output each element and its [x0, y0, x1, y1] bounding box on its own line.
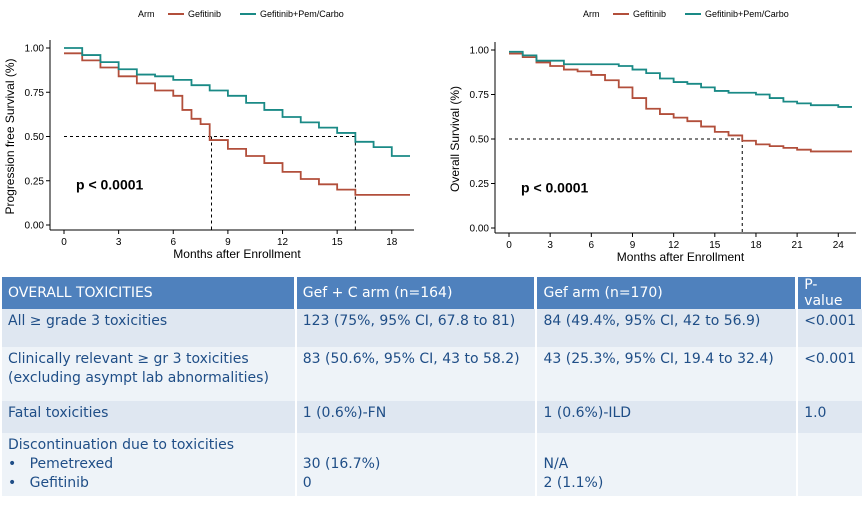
- y-tick-label: 0.50: [470, 135, 490, 146]
- header-toxicities: OVERALL TOXICITIES: [2, 277, 295, 309]
- x-tick-label: 6: [170, 237, 176, 248]
- list-item: • Gefitinib: [8, 475, 89, 491]
- x-tick-label: 15: [332, 237, 344, 248]
- header-gef-arm: Gef arm (n=170): [537, 277, 797, 309]
- series-line-gefitinib-pem-carbo: [64, 47, 410, 157]
- row-label: All ≥ grade 3 toxicities: [2, 309, 295, 347]
- legend-label: Gefitinib: [633, 9, 666, 19]
- y-tick-label: 0.75: [470, 90, 490, 101]
- cell-gef-c: 30 (16.7%) 0: [296, 433, 536, 496]
- y-axis-title: Overall Survival (%): [448, 86, 462, 192]
- x-tick-label: 6: [589, 240, 595, 251]
- cell-p-value: [798, 433, 862, 496]
- x-tick-label: 9: [225, 237, 231, 248]
- y-tick-label: 0.25: [25, 176, 45, 187]
- cell-gef: 84 (49.4%, 95% CI, 42 to 56.9): [537, 309, 797, 347]
- y-tick-label: 0.50: [25, 132, 45, 143]
- cell-p-value: <0.001: [798, 309, 862, 347]
- x-tick-label: 9: [630, 240, 636, 251]
- cell-gef-c: 1 (0.6%)-FN: [296, 401, 536, 433]
- cell-gef-c: 83 (50.6%, 95% CI, 43 to 58.2): [296, 347, 536, 401]
- y-tick-label: 0.00: [470, 224, 490, 235]
- table-row: Clinically relevant ≥ gr 3 toxicities (e…: [2, 347, 862, 401]
- row-label-line2: (excluding asympt lab abnormalities): [8, 370, 269, 386]
- y-axis-title: Progression free Survival (%): [3, 58, 17, 214]
- cell-gef-c: 123 (75%, 95% CI, 67.8 to 81): [296, 309, 536, 347]
- legend-label: Gefitinib+Pem/Carbo: [260, 9, 344, 19]
- drug-name: Gefitinib: [29, 475, 89, 491]
- x-tick-label: 3: [547, 240, 553, 251]
- table-row: All ≥ grade 3 toxicities 123 (75%, 95% C…: [2, 309, 862, 347]
- table-row: Discontinuation due to toxicities • Peme…: [2, 433, 862, 496]
- header-p-value: P-value: [798, 277, 862, 309]
- cell-gef: N/A 2 (1.1%): [537, 433, 797, 496]
- x-tick-label: 3: [116, 237, 122, 248]
- row-label: Fatal toxicities: [2, 401, 295, 433]
- os-chart: Arm Gefitinib Gefitinib+Pem/Carbo 0.00 0.25 0…: [432, 0, 864, 275]
- x-tick-label: 18: [386, 237, 398, 248]
- cell-p-value: 1.0: [798, 401, 862, 433]
- x-axis-title: Months after Enrollment: [617, 250, 745, 264]
- x-axis-title: Months after Enrollment: [173, 247, 301, 261]
- drug-name: Pemetrexed: [29, 456, 114, 472]
- header-gef-c-arm: Gef + C arm (n=164): [296, 277, 536, 309]
- p-value-annotation: p < 0.0001: [521, 179, 589, 195]
- discontinuation-value: 0: [302, 475, 312, 491]
- x-tick-label: 15: [709, 240, 721, 251]
- discontinuation-label: Discontinuation due to toxicities: [8, 437, 235, 453]
- x-tick-label: 21: [792, 240, 804, 251]
- discontinuation-value: 30 (16.7%): [302, 456, 381, 472]
- series-line-gefitinib-pem-carbo: [509, 50, 852, 108]
- x-tick-label: 0: [61, 237, 67, 248]
- cell-gef: 43 (25.3%, 95% CI, 19.4 to 32.4): [537, 347, 797, 401]
- cell-gef: 1 (0.6%)-ILD: [537, 401, 797, 433]
- series-line-gefitinib: [64, 52, 410, 196]
- series-line-gefitinib: [509, 52, 852, 153]
- legend-title: Arm: [138, 9, 155, 19]
- y-tick-label: 0.75: [25, 88, 45, 99]
- pfs-chart: Arm Gefitinib Gefitinib+Pem/Carbo 0.00 0.25 0…: [0, 0, 432, 275]
- x-tick-label: 12: [668, 240, 680, 251]
- legend-label: Gefitinib: [188, 9, 221, 19]
- discontinuation-value: 2 (1.1%): [543, 475, 604, 491]
- y-tick-label: 1.00: [25, 44, 45, 55]
- y-tick-label: 0.00: [25, 221, 45, 232]
- legend-label: Gefitinib+Pem/Carbo: [705, 9, 789, 19]
- pfs-plot: Arm Gefitinib Gefitinib+Pem/Carbo 0.00 0.25 0…: [3, 9, 414, 261]
- row-label: Discontinuation due to toxicities • Peme…: [2, 433, 295, 496]
- y-tick-label: 1.00: [470, 46, 490, 57]
- p-value-annotation: p < 0.0001: [76, 177, 144, 193]
- x-tick-label: 0: [506, 240, 512, 251]
- row-label: Clinically relevant ≥ gr 3 toxicities (e…: [2, 347, 295, 401]
- y-tick-label: 0.25: [470, 179, 490, 190]
- toxicity-table: OVERALL TOXICITIES Gef + C arm (n=164) G…: [0, 277, 864, 496]
- x-tick-label: 18: [750, 240, 762, 251]
- x-tick-label: 24: [833, 240, 845, 251]
- row-label-line1: Clinically relevant ≥ gr 3 toxicities: [8, 351, 249, 367]
- discontinuation-value: N/A: [543, 456, 569, 472]
- cell-p-value: <0.001: [798, 347, 862, 401]
- table-header-row: OVERALL TOXICITIES Gef + C arm (n=164) G…: [2, 277, 862, 309]
- table-row: Fatal toxicities 1 (0.6%)-FN 1 (0.6%)-IL…: [2, 401, 862, 433]
- x-tick-label: 12: [277, 237, 289, 248]
- os-plot: Arm Gefitinib Gefitinib+Pem/Carbo 0.00 0.25 0…: [448, 9, 856, 264]
- legend-title: Arm: [583, 9, 600, 19]
- list-item: • Pemetrexed: [8, 456, 114, 472]
